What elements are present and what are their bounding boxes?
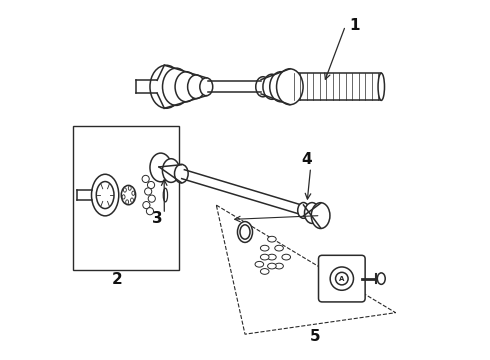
FancyBboxPatch shape [73, 126, 179, 270]
Ellipse shape [282, 254, 291, 260]
Ellipse shape [163, 188, 168, 202]
Ellipse shape [311, 203, 330, 229]
Ellipse shape [150, 65, 182, 108]
Ellipse shape [276, 69, 303, 105]
Ellipse shape [175, 72, 197, 102]
Ellipse shape [270, 72, 292, 102]
Ellipse shape [263, 74, 281, 99]
Circle shape [147, 208, 153, 215]
Ellipse shape [165, 190, 166, 200]
FancyBboxPatch shape [318, 255, 365, 302]
Ellipse shape [128, 186, 131, 190]
Ellipse shape [150, 153, 172, 182]
Ellipse shape [123, 188, 126, 192]
Ellipse shape [238, 222, 252, 242]
Circle shape [142, 175, 149, 183]
Ellipse shape [174, 164, 188, 183]
Ellipse shape [275, 245, 283, 251]
Text: 3: 3 [152, 211, 163, 226]
Text: A: A [339, 276, 344, 282]
Ellipse shape [298, 203, 309, 218]
Ellipse shape [275, 263, 283, 269]
Ellipse shape [188, 75, 205, 99]
Ellipse shape [132, 191, 135, 195]
Ellipse shape [260, 245, 269, 251]
Ellipse shape [304, 203, 319, 224]
Ellipse shape [240, 225, 250, 239]
Ellipse shape [200, 78, 213, 96]
Ellipse shape [378, 73, 385, 100]
Ellipse shape [268, 236, 276, 242]
Circle shape [148, 195, 155, 202]
Ellipse shape [162, 159, 180, 183]
Text: 5: 5 [310, 329, 320, 344]
Text: 4: 4 [302, 152, 312, 167]
Text: 1: 1 [349, 18, 360, 33]
Ellipse shape [260, 269, 269, 274]
Ellipse shape [336, 273, 348, 285]
Ellipse shape [377, 273, 385, 284]
Text: 2: 2 [112, 272, 122, 287]
Ellipse shape [255, 261, 264, 267]
Ellipse shape [268, 254, 276, 260]
Ellipse shape [256, 77, 270, 97]
Ellipse shape [92, 174, 119, 216]
Ellipse shape [330, 267, 353, 290]
Ellipse shape [122, 185, 136, 205]
FancyBboxPatch shape [292, 73, 381, 100]
Ellipse shape [163, 68, 190, 105]
Ellipse shape [130, 198, 133, 202]
Ellipse shape [122, 195, 125, 199]
Ellipse shape [260, 254, 269, 260]
Ellipse shape [126, 200, 128, 204]
Ellipse shape [268, 263, 276, 269]
Polygon shape [216, 205, 395, 334]
Ellipse shape [96, 181, 114, 208]
Circle shape [147, 181, 155, 189]
Circle shape [145, 188, 152, 195]
Circle shape [143, 202, 150, 209]
